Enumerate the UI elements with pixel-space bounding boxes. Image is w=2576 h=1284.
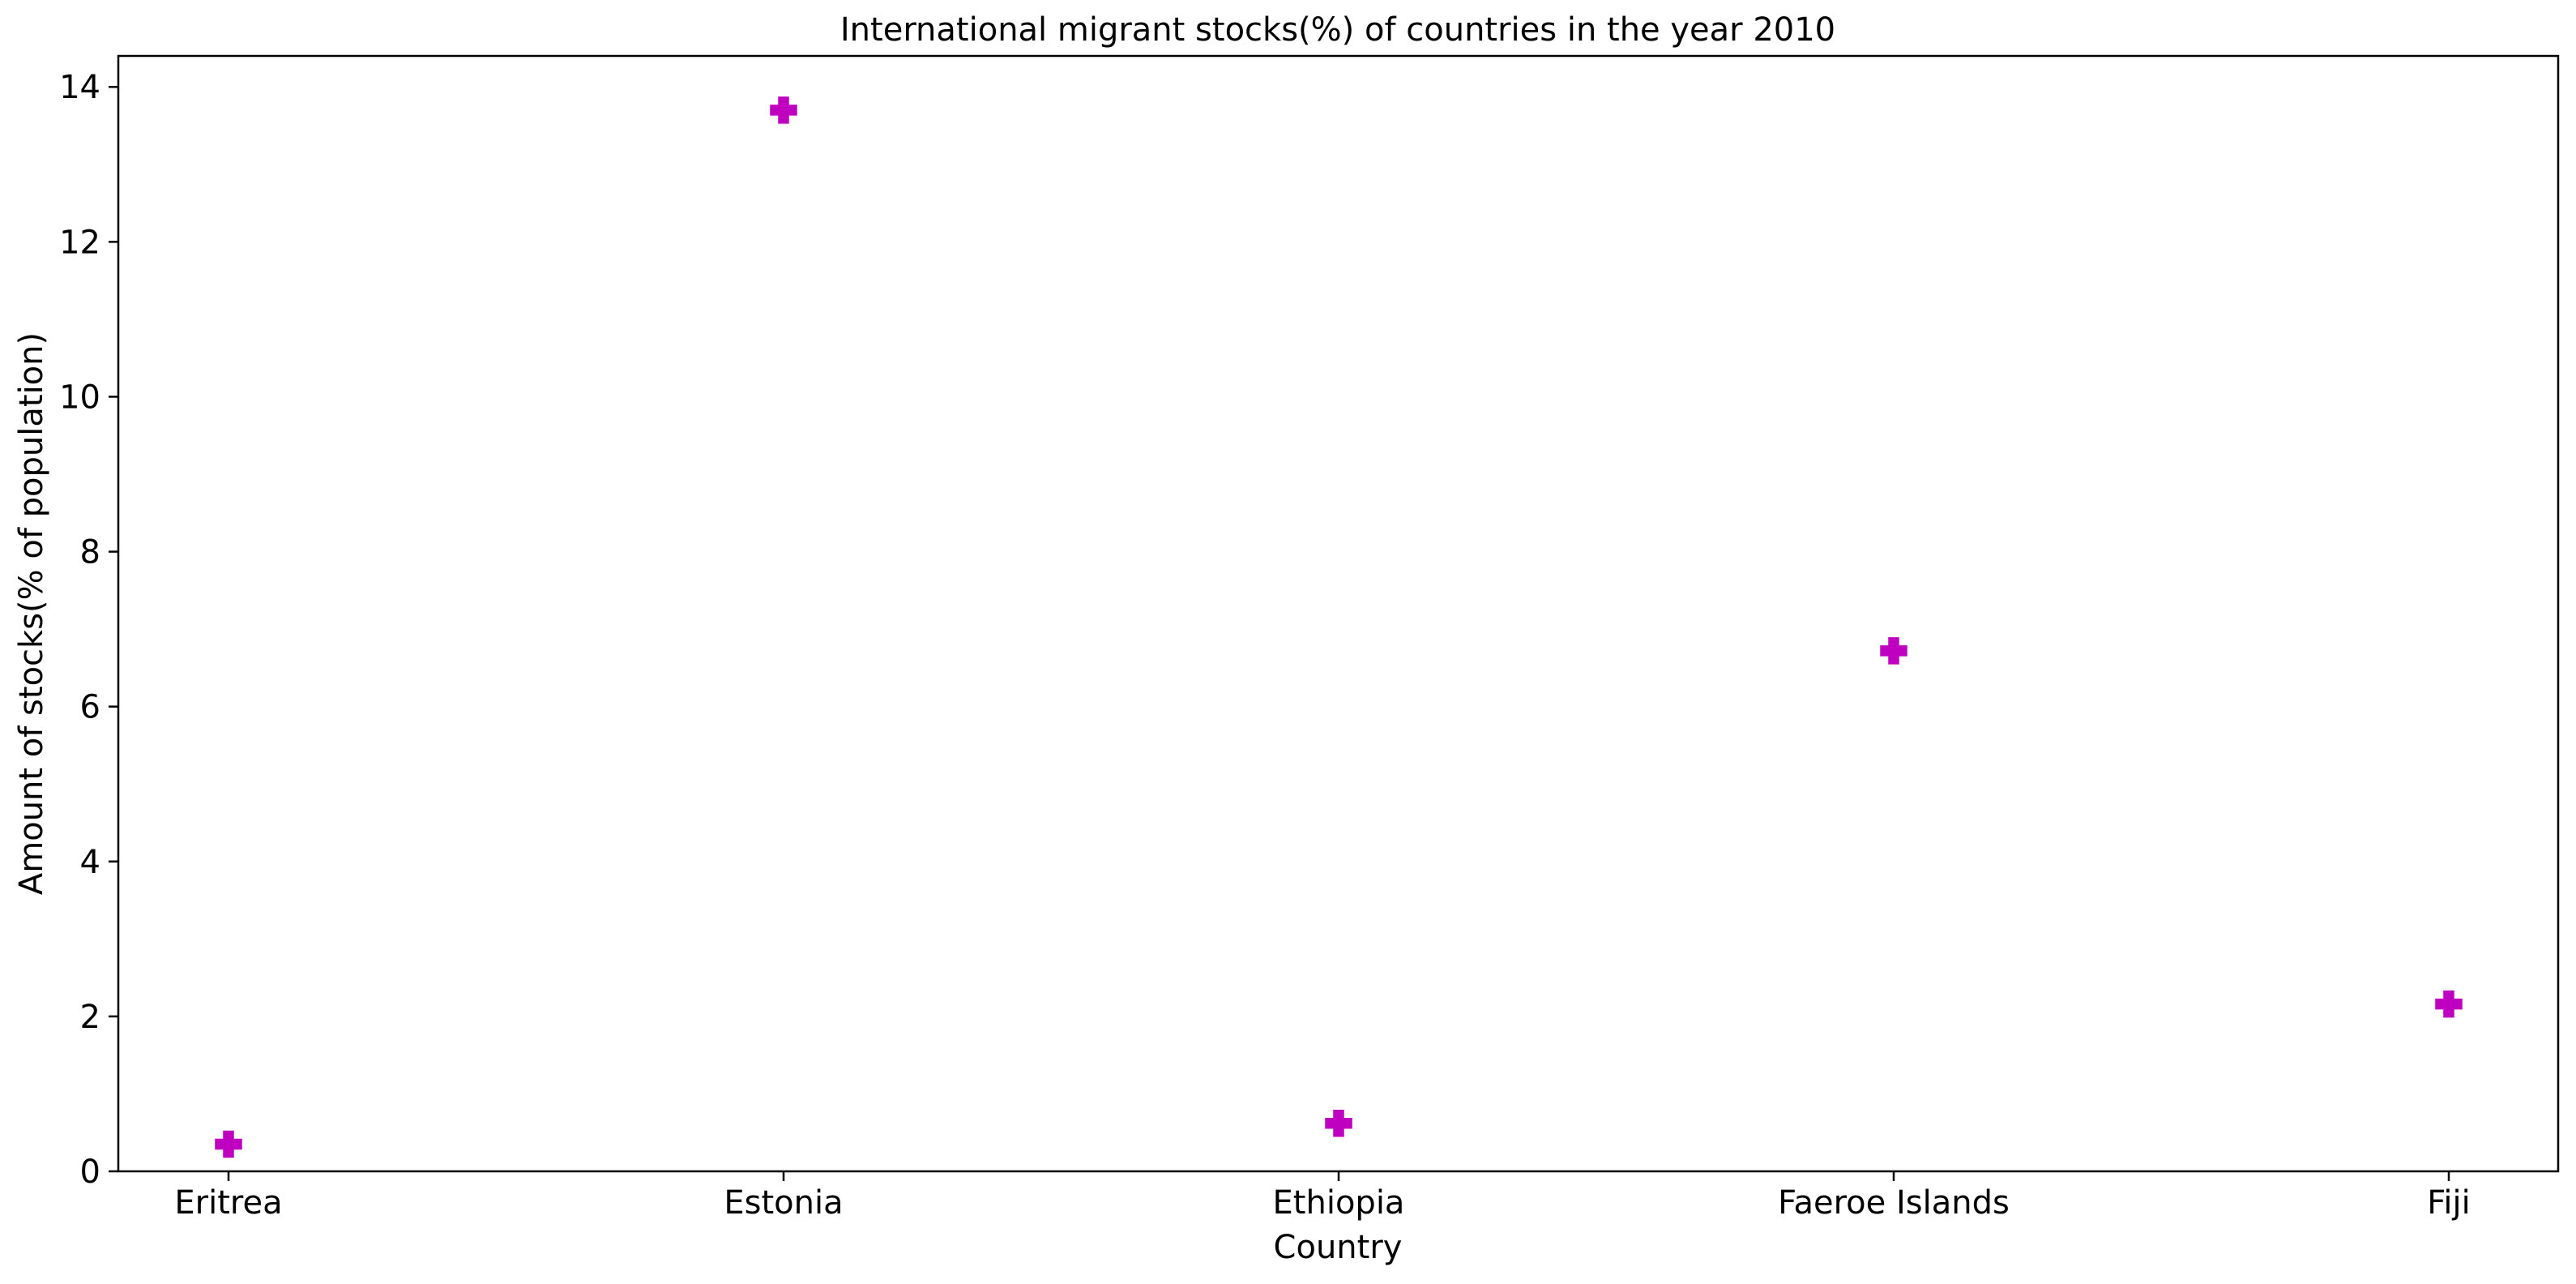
data-point — [1880, 637, 1907, 665]
y-tick-label: 8 — [80, 534, 100, 571]
x-tick-label: Eritrea — [174, 1184, 282, 1222]
y-tick-label: 6 — [80, 689, 100, 726]
x-tick-label: Fiji — [2427, 1184, 2470, 1222]
data-point — [1325, 1110, 1352, 1137]
y-tick-label: 0 — [80, 1153, 100, 1191]
y-tick-label: 2 — [80, 999, 100, 1036]
data-point — [770, 96, 797, 124]
data-point — [2435, 990, 2463, 1018]
y-tick-label: 10 — [59, 379, 100, 416]
data-point — [215, 1130, 242, 1158]
plot-area-frame — [117, 54, 2560, 1173]
y-axis-label: Amount of stocks(% of population) — [13, 332, 50, 895]
y-tick-label: 4 — [80, 844, 100, 881]
x-tick-label: Faeroe Islands — [1778, 1184, 2010, 1222]
x-tick-label: Ethiopia — [1273, 1184, 1405, 1222]
x-axis: Eritrea Estonia Ethiopia Faeroe Islands Fiji — [174, 1171, 2471, 1222]
x-axis-label: Country — [1274, 1229, 1403, 1266]
y-tick-label: 14 — [59, 69, 100, 106]
y-tick-label: 12 — [59, 224, 100, 261]
x-tick-label: Estonia — [724, 1184, 843, 1222]
data-points — [215, 96, 2463, 1158]
chart-title: International migrant stocks(%) of count… — [840, 11, 1835, 49]
y-axis: 0 2 4 6 8 10 12 14 — [59, 69, 118, 1191]
